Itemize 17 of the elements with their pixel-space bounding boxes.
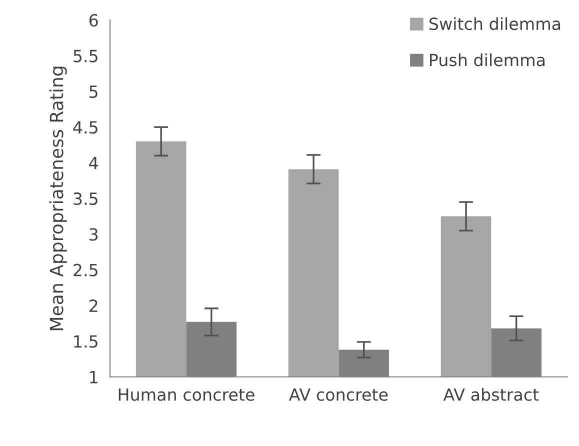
x-tick-label: AV concrete [289,388,388,401]
x-tick-label: Human concrete [118,388,254,401]
y-tick-label: 2.5 [74,264,98,276]
y-tick-label: 6 [89,14,98,27]
y-axis-title: Mean Appropriateness Rating [49,66,67,330]
y-tick-label: 3.5 [74,192,98,206]
y-tick-label: 3 [90,228,98,241]
y-tick-label: 2 [90,299,98,312]
y-tick-label: 5 [90,86,98,98]
y-tick-label: 1.5 [74,335,98,348]
y-tick-label: 1 [90,371,98,384]
legend-label: Push dilemma [430,53,545,66]
legend-label: Switch dilemma [429,17,560,30]
x-tick-label: AV abstract [443,388,539,401]
y-tick-label: 4 [89,156,98,170]
y-tick-label: 5.5 [74,50,98,62]
y-tick-label: 4.5 [73,121,98,134]
